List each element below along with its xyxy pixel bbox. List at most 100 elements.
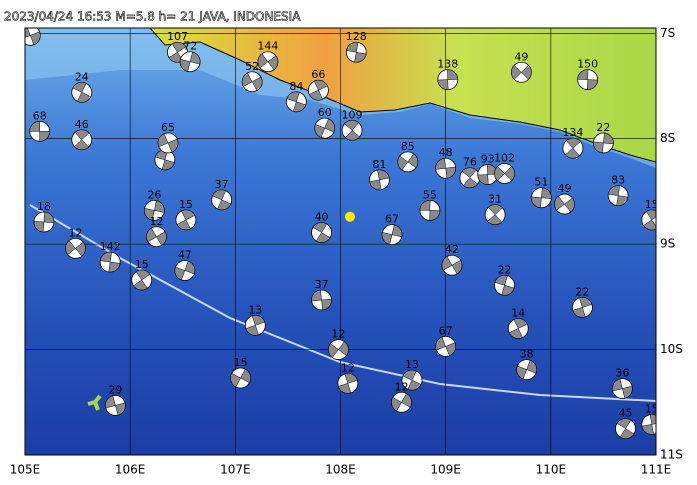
depth-label: 38 [520, 348, 534, 361]
depth-label: 15 [234, 356, 248, 369]
ball-quadrants [381, 224, 403, 245]
ball-quadrants [572, 297, 593, 318]
depth-label: 40 [315, 211, 329, 224]
beachball [459, 167, 481, 189]
ball-quadrants [309, 79, 328, 101]
beachball [494, 163, 515, 184]
depth-label: 47 [178, 248, 192, 261]
beachball [607, 185, 629, 207]
depth-label: 15 [135, 258, 149, 271]
ball-quadrants [314, 118, 335, 138]
beachball [510, 61, 532, 83]
ball-quadrants [391, 393, 412, 412]
ball-quadrants [369, 169, 390, 191]
ball-quadrants [402, 369, 422, 391]
beachball [477, 164, 499, 185]
depth-label: 66 [311, 68, 325, 81]
beachball [615, 418, 636, 440]
beachball [419, 199, 441, 221]
ball-quadrants [643, 209, 656, 231]
ball-quadrants [176, 209, 196, 231]
ball-quadrants [133, 269, 151, 291]
depth-label: 65 [161, 121, 175, 134]
ball-quadrants [174, 260, 196, 281]
depth-label: 76 [463, 156, 477, 169]
ball-quadrants [593, 132, 614, 154]
ball-quadrants [397, 153, 419, 171]
ball-quadrants [33, 211, 55, 233]
ball-quadrants [612, 378, 633, 399]
depth-label: 26 [147, 188, 161, 201]
depth-label: 150 [577, 58, 598, 71]
y-tick-label: 10S [660, 342, 683, 356]
map-area: 6846181214215261232154765371315294081854… [25, 28, 656, 455]
depth-label: 45 [619, 407, 633, 420]
depth-label: 138 [437, 58, 458, 71]
depth-label: 84 [289, 80, 303, 93]
beachball [530, 187, 552, 209]
ball-quadrants [146, 227, 167, 246]
beachball [381, 224, 403, 246]
ball-quadrants [245, 315, 266, 336]
epicenter [344, 211, 355, 222]
y-tick-label: 7S [660, 26, 675, 40]
depth-label: 14 [511, 306, 525, 319]
beachball [571, 296, 593, 318]
depth-label: 22 [498, 263, 512, 276]
beachball [179, 51, 201, 73]
depth-label: 107 [167, 30, 188, 43]
ball-quadrants [487, 204, 503, 225]
y-tick-label: 9S [660, 237, 675, 251]
beachball [507, 318, 529, 339]
beachball [311, 222, 332, 243]
ball-quadrants [508, 318, 528, 339]
ball-quadrants [100, 251, 121, 273]
beachball [71, 81, 93, 103]
ball-quadrants [511, 64, 532, 80]
beachball [441, 254, 463, 276]
ball-quadrants [241, 72, 263, 91]
depth-label: 29 [108, 383, 122, 396]
ball-quadrants [74, 129, 90, 150]
ball-quadrants [338, 373, 358, 394]
depth-label: 68 [33, 109, 47, 122]
beachball [641, 209, 656, 231]
depth-label: 22 [596, 121, 610, 134]
ball-quadrants [212, 189, 232, 211]
beachball [391, 391, 412, 413]
beachball [143, 199, 165, 221]
ball-quadrants [435, 336, 456, 357]
ball-quadrants [157, 133, 179, 153]
beachball [611, 378, 633, 399]
depth-label: 12 [68, 226, 82, 239]
ball-quadrants [257, 53, 279, 71]
depth-label: 12 [394, 380, 408, 393]
depth-label: 37 [215, 178, 229, 191]
island [87, 394, 102, 411]
ball-quadrants [286, 91, 307, 113]
ball-quadrants [65, 240, 86, 257]
beachball [230, 367, 251, 389]
depth-label: 49 [558, 182, 572, 195]
map-title: 2023/04/24 16:53 M=5.8 h= 21 JAVA, INDON… [4, 10, 301, 24]
beachball [494, 274, 515, 296]
frame [24, 27, 657, 456]
depth-label: 102 [494, 151, 515, 164]
ball-quadrants [328, 341, 349, 358]
beachball [341, 119, 363, 141]
depth-label: 52 [245, 60, 259, 73]
depth-label: 142 [100, 240, 121, 253]
ball-quadrants [344, 120, 360, 141]
beachball [33, 211, 55, 233]
depth-label: 93 [481, 153, 495, 166]
x-tick-label: 111E [641, 463, 672, 477]
depth-label: 109 [342, 108, 363, 121]
depth-label: 13 [405, 358, 419, 371]
beachball [337, 372, 359, 394]
depth-label: 24 [75, 70, 89, 83]
x-tick-label: 110E [536, 463, 567, 477]
depth-label: 36 [615, 367, 629, 380]
y-tick-label: 8S [660, 131, 675, 145]
ball-quadrants [607, 185, 629, 206]
beachball [437, 69, 459, 91]
